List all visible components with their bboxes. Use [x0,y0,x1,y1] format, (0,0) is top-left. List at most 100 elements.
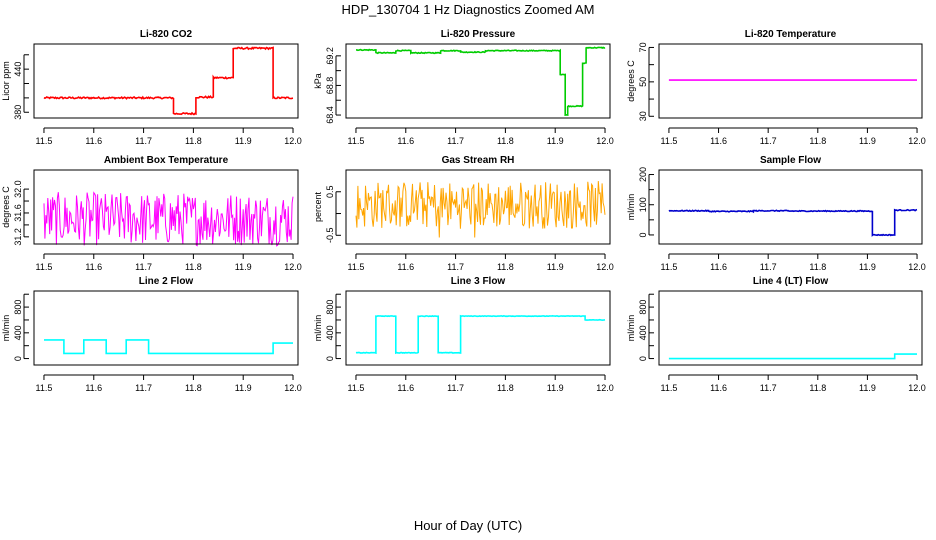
panel-title: Li-820 Temperature [745,29,837,40]
x-tick-label: 11.7 [135,383,152,393]
panel-line2-flow: Line 2 Flow ml/min 11.5 11.6 11.7 11.8 11.9 12.… [1,276,302,393]
x-tick-label: 12.0 [284,383,302,393]
y-tick-label: 68.8 [325,77,335,95]
x-tick-label: 12.0 [908,262,926,272]
x-tick-label: 12.0 [284,262,302,272]
y-axis-label: kPa [313,73,323,89]
panel-title: Line 3 Flow [451,276,506,287]
x-tick-label: 11.9 [235,136,252,146]
x-tick-label: 11.7 [135,136,152,146]
x-tick-label: 11.7 [447,262,464,272]
panel-title: Li-820 CO2 [140,29,193,40]
x-tick-label: 11.5 [660,262,677,272]
plot-frame [658,169,923,245]
plot-frame [33,169,299,245]
x-tick-label: 11.9 [547,383,564,393]
y-tick-label: 0 [325,356,335,361]
x-tick-label: 11.8 [497,136,514,146]
y-axis-label: Licor ppm [1,61,11,101]
y-axis-label: ml/min [313,315,323,342]
y-tick-label: 440 [13,62,23,77]
y-tick-label: 70 [638,42,648,52]
y-tick-label: 69.2 [325,47,335,65]
plot-frame [658,290,923,366]
x-tick-label: 11.7 [760,262,777,272]
series-line [355,181,606,238]
series-line [355,314,606,355]
x-tick-label: 11.7 [447,136,464,146]
x-tick-label: 11.5 [348,262,365,272]
x-tick-label: 11.6 [85,136,102,146]
panel-title: Sample Flow [760,155,821,166]
plot-frame [345,290,611,366]
y-axis-label: degrees C [1,186,11,228]
panel-pressure: Li-820 Pressure kPa 11.5 11.6 11.7 11.8 11.9 12… [313,29,614,146]
x-tick-label: 11.5 [36,136,53,146]
x-tick-label: 11.6 [397,262,414,272]
x-tick-label: 12.0 [908,136,926,146]
panel-title: Li-820 Pressure [441,29,516,40]
x-tick-label: 11.6 [397,136,414,146]
x-tick-label: 12.0 [596,383,614,393]
x-axis-title: Hour of Day (UTC) [413,518,523,533]
x-tick-label: 11.8 [497,262,514,272]
panel-title: Ambient Box Temperature [104,155,229,166]
x-tick-label: 11.7 [760,383,777,393]
x-tick-label: 11.5 [348,383,365,393]
series-line [44,339,293,355]
x-tick-label: 11.5 [660,383,677,393]
x-tick-label: 11.8 [185,136,202,146]
x-tick-label: 11.5 [660,136,677,146]
x-tick-label: 11.8 [185,383,202,393]
y-axis-label: ml/min [626,194,636,221]
y-tick-label: 30 [638,111,648,121]
series-line [668,208,918,237]
panel-licor-temp: Li-820 Temperature degrees C 11.5 11.6 11.7 1… [626,29,926,146]
x-tick-label: 12.0 [596,262,614,272]
y-tick-label: 200 [638,167,648,182]
series-line [43,191,294,247]
series-line [668,353,917,360]
x-tick-label: 11.7 [447,383,464,393]
x-tick-label: 11.9 [547,262,564,272]
plot-frame [33,290,299,366]
y-tick-label: 31.6 [13,204,23,222]
x-tick-label: 11.8 [185,262,202,272]
y-tick-label: 400 [13,325,23,340]
figure-title: HDP_130704 1 Hz Diagnostics Zoomed AM [341,2,595,17]
x-tick-label: 11.6 [710,383,727,393]
x-tick-label: 11.5 [36,262,53,272]
y-tick-label: 380 [13,105,23,120]
x-tick-label: 12.0 [908,383,926,393]
panel-ambient-temp: Ambient Box Temperature degrees C 11.5 11.6… [1,155,302,272]
x-tick-label: 11.9 [859,136,876,146]
x-tick-label: 11.7 [760,136,777,146]
y-tick-label: 800 [638,300,648,315]
x-tick-label: 11.9 [235,262,252,272]
y-tick-label: -0.5 [325,228,335,244]
x-tick-label: 12.0 [284,136,302,146]
x-tick-label: 11.9 [859,262,876,272]
x-tick-label: 12.0 [596,136,614,146]
panel-title: Line 2 Flow [139,276,194,287]
panel-co2: Li-820 CO2 Licor ppm 11.5 11.6 11.7 11.8 11.9 1… [1,29,302,146]
x-tick-label: 11.9 [547,136,564,146]
y-tick-label: 100 [638,197,648,212]
plot-frame [345,43,611,119]
x-tick-label: 11.5 [348,136,365,146]
y-tick-label: 0 [638,232,648,237]
panel-line3-flow: Line 3 Flow ml/min 11.5 11.6 11.7 11.8 11.9 12.… [313,276,614,393]
panel-title: Line 4 (LT) Flow [753,276,829,287]
y-tick-label: 68.4 [325,106,335,124]
y-tick-label: 50 [638,77,648,87]
y-tick-label: 800 [325,300,335,315]
x-tick-label: 11.9 [235,383,252,393]
y-axis-label: ml/min [1,315,11,342]
y-axis-label: percent [313,191,323,222]
y-axis-label: degrees C [626,60,636,102]
y-tick-label: 32.0 [13,180,23,198]
x-tick-label: 11.6 [710,136,727,146]
y-axis-label: ml/min [626,315,636,342]
y-tick-label: 400 [638,325,648,340]
